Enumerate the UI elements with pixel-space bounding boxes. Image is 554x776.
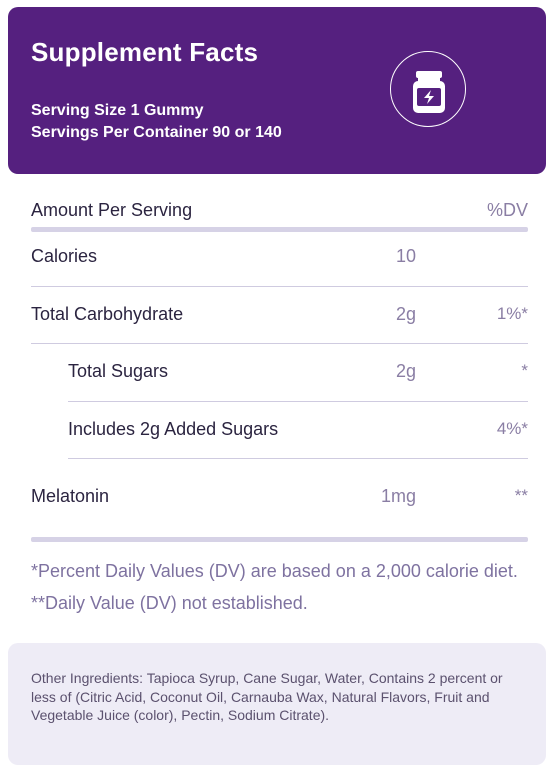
row-dv: 4%* — [496, 419, 528, 438]
ingredients-text: Other Ingredients: Tapioca Syrup, Cane S… — [31, 670, 503, 723]
row-divider — [31, 286, 528, 287]
row-label: Calories — [31, 246, 98, 266]
row-dv: 1%* — [496, 304, 528, 323]
row-divider — [68, 401, 528, 402]
row-divider — [31, 343, 528, 344]
serving-size: Serving Size 1 Gummy — [31, 102, 204, 119]
servings-per-container: Servings Per Container 90 or 140 — [31, 124, 282, 141]
dv-header-label: %DV — [486, 200, 528, 220]
row-label: Total Sugars — [68, 361, 169, 381]
amount-per-serving-label: Amount Per Serving — [31, 200, 193, 220]
supplement-facts-header: Supplement Facts Serving Size 1 Gummy Se… — [8, 7, 546, 174]
other-ingredients-panel: Other Ingredients: Tapioca Syrup, Cane S… — [8, 643, 546, 765]
row-label: Total Carbohydrate — [31, 304, 184, 324]
supplement-jar-lightning-icon — [390, 51, 466, 127]
serving-info: Serving Size 1 Gummy Servings Per Contai… — [31, 100, 282, 144]
dv-footnote: *Percent Daily Values (DV) are based on … — [31, 561, 518, 613]
row-amount: 10 — [395, 246, 416, 266]
row-divider — [68, 458, 528, 459]
row-dv: * — [521, 361, 528, 380]
row-amount: 2g — [395, 361, 416, 381]
header-divider — [31, 227, 528, 232]
footer-divider — [31, 537, 528, 542]
row-amount: 2g — [395, 304, 416, 324]
panel-title: Supplement Facts — [31, 37, 259, 67]
row-amount: 1mg — [380, 486, 416, 506]
row-label: Includes 2g Added Sugars — [68, 419, 279, 439]
row-dv: ** — [514, 486, 528, 505]
row-label: Melatonin — [31, 486, 110, 506]
